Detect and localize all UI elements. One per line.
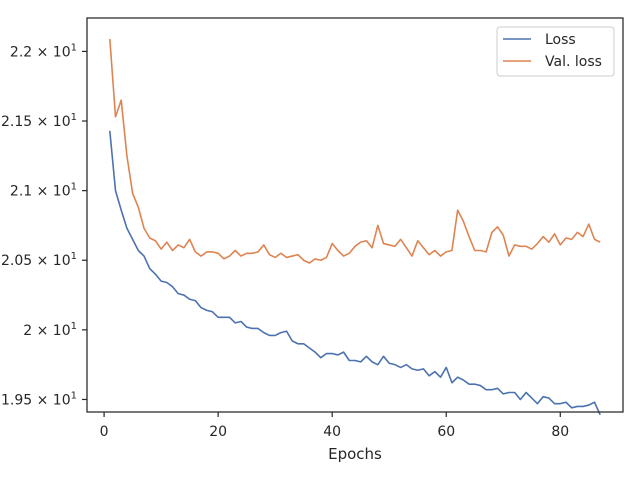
- legend-label-loss: Loss: [545, 32, 576, 48]
- plot-frame: [86, 17, 624, 413]
- x-tick-label: 20: [209, 424, 227, 440]
- x-tick-label: 80: [551, 424, 569, 440]
- plot-area: [109, 38, 601, 416]
- y-tick-label: 2.1 × 101: [10, 182, 77, 200]
- y-tick-label: 2.2 × 101: [10, 42, 77, 60]
- y-axis: 1.95 × 101 2 × 101 2.05 × 101 2.1 × 101 2.15…: [1, 42, 87, 408]
- x-tick-label: 0: [100, 424, 109, 440]
- x-axis: 0 20 40 60 80: [100, 412, 569, 440]
- legend-label-val-loss: Val. loss: [545, 54, 602, 70]
- legend: Loss Val. loss: [496, 26, 615, 77]
- y-tick-label: 1.95 × 101: [1, 390, 77, 408]
- series-line-loss: [109, 130, 601, 416]
- series-line-val-loss: [109, 38, 601, 264]
- y-tick-label: 2 × 101: [23, 321, 77, 339]
- x-axis-label: Epochs: [328, 445, 382, 463]
- y-tick-label: 2.15 × 101: [1, 112, 77, 130]
- x-tick-label: 40: [323, 424, 341, 440]
- y-tick-label: 2.05 × 101: [1, 251, 77, 269]
- x-tick-label: 60: [437, 424, 455, 440]
